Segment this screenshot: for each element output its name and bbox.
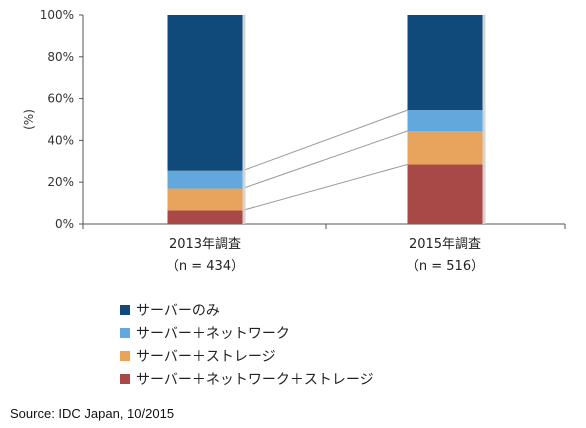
y-axis-label: (%) [22,109,36,130]
legend: サーバーのみサーバー＋ネットワーク サーバー＋ストレージサーバー＋ネットワーク＋ス… [120,298,374,390]
chart-axes [79,14,566,229]
legend-swatch [120,304,130,315]
bar-segment [407,110,483,131]
category-label: 2013年調査 [169,237,241,252]
legend-item: サーバー＋ストレージ [120,344,374,367]
category-sublabel: （n = 434） [166,259,244,274]
y-tick-label: 80% [47,50,74,64]
legend-swatch [120,373,130,384]
y-tick-label: 40% [47,133,74,147]
y-tick-label: 0% [55,217,74,231]
y-tick-labels: 0% 20% 40% 60% 80% 100% [40,8,74,231]
legend-label: サーバー＋ネットワーク [136,325,290,342]
connector-line [242,130,408,189]
bar-segment [167,170,243,189]
bar-segment [407,130,483,165]
legend-item: サーバー＋ネットワーク [120,321,374,344]
legend-item: サーバーのみ [120,298,374,321]
legend-label: サーバー＋ストレージ [136,348,276,365]
legend-swatch [120,327,130,338]
y-tick-label: 20% [47,175,74,189]
legend-item: サーバー＋ネットワーク＋ストレージ [120,367,374,390]
legend-swatch [120,350,130,361]
stacked-bar-chart: 0% 20% 40% 60% 80% 100% 2013年調査 （n = 434） 2015年… [22,8,566,274]
connector-lines [242,109,408,211]
connector-line [242,109,408,172]
bar-segment [167,188,243,211]
bar-segment [407,15,483,111]
legend-label: サーバー＋ネットワーク＋ストレージ [136,371,374,388]
y-tick-label: 100% [40,8,74,22]
bar-group [167,15,486,224]
source-note: Source: IDC Japan, 10/2015 [10,406,175,421]
category-sublabel: （n = 516） [406,259,484,274]
bar-segment [167,210,243,224]
bar-segment [407,164,483,224]
legend-label: サーバーのみ [136,302,220,319]
category-labels: 2013年調査 （n = 434） 2015年調査 （n = 516） [166,237,484,274]
bar-segment [167,15,243,171]
connector-line [242,163,408,211]
category-label: 2015年調査 [409,237,481,252]
y-tick-label: 60% [47,92,74,106]
